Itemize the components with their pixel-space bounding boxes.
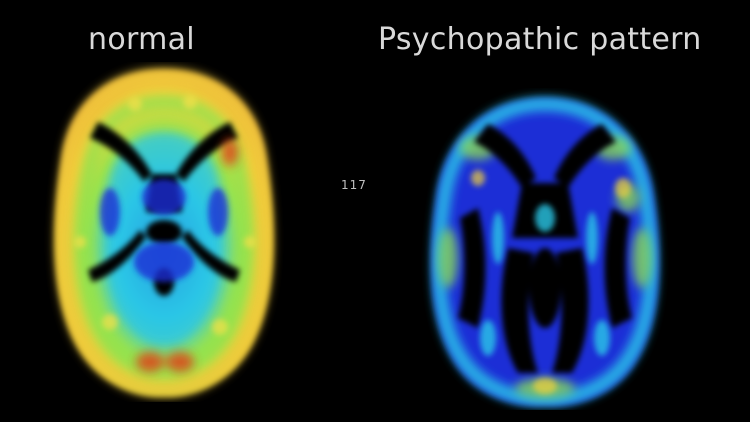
slide-number: 117 xyxy=(341,178,367,192)
psycho-cyan-strands xyxy=(480,204,610,356)
brain-scan-normal-image xyxy=(40,62,288,402)
panel-title-normal: normal xyxy=(88,22,195,57)
normal-hot-spots xyxy=(136,138,238,372)
psycho-yellow-spots xyxy=(471,170,631,394)
psycho-ventricles xyxy=(458,124,632,373)
panel-title-psychopathic: Psychopathic pattern xyxy=(378,22,702,57)
normal-cortex-ring xyxy=(54,67,274,398)
normal-green-band xyxy=(77,94,251,375)
normal-blue-regions xyxy=(100,179,228,282)
brain-normal-svg xyxy=(54,67,274,398)
brain-psychopathic-svg xyxy=(431,96,659,407)
psycho-cyan-ring xyxy=(432,96,658,407)
normal-yellow-speckle xyxy=(74,95,256,335)
brain-scan-psychopathic-image xyxy=(418,88,672,410)
